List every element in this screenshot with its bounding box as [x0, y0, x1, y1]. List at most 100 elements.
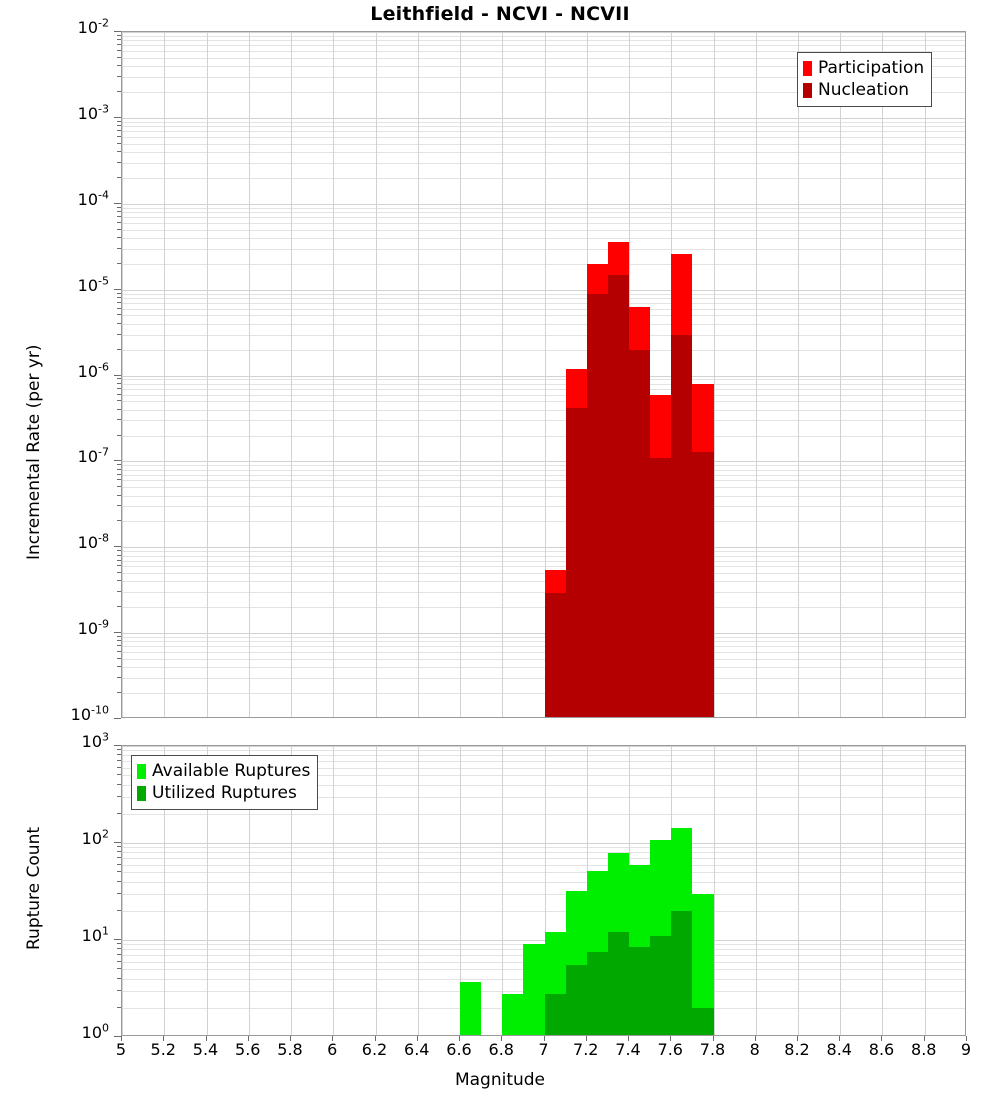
- gridline-horizontal: [122, 204, 965, 205]
- legend-item-available-ruptures[interactable]: Available Ruptures: [137, 760, 310, 782]
- gridline-horizontal: [122, 573, 965, 574]
- y-tick-major: [114, 203, 121, 204]
- x-tick: [163, 1036, 164, 1041]
- y-tick-minor: [117, 658, 121, 659]
- x-tick: [417, 1036, 418, 1041]
- y-tick-major: [114, 745, 121, 746]
- gridline-horizontal: [122, 847, 965, 848]
- gridline-horizontal: [122, 290, 965, 291]
- bar-utilized-ruptures: [565, 965, 587, 1035]
- y-tick-label: 10-5: [77, 274, 109, 295]
- gridline-horizontal: [122, 547, 965, 548]
- y-tick-minor: [117, 419, 121, 420]
- y-tick-minor: [117, 263, 121, 264]
- legend-label-available-ruptures: Available Ruptures: [152, 760, 311, 781]
- gridline-horizontal: [122, 797, 965, 798]
- gridline-horizontal: [122, 118, 965, 119]
- x-tick: [924, 1036, 925, 1041]
- x-tick-label: 5: [115, 1040, 127, 1059]
- gridline-horizontal: [122, 750, 965, 751]
- y-tick-minor: [117, 910, 121, 911]
- y-tick-minor: [117, 640, 121, 641]
- gridline-horizontal: [122, 858, 965, 859]
- gridline-horizontal: [122, 911, 965, 912]
- gridline-horizontal: [122, 315, 965, 316]
- y-tick-minor: [117, 151, 121, 152]
- y-tick-major: [114, 632, 121, 633]
- y-tick-minor: [117, 749, 121, 750]
- gridline-horizontal: [122, 746, 965, 747]
- y-tick-minor: [117, 400, 121, 401]
- bar-nucleation: [565, 407, 587, 717]
- y-tick-minor: [117, 143, 121, 144]
- bar-nucleation: [671, 334, 693, 717]
- gridline-horizontal: [122, 401, 965, 402]
- gridline-horizontal: [122, 395, 965, 396]
- gridline-vertical: [418, 32, 419, 717]
- y-tick-minor: [117, 754, 121, 755]
- y-tick-minor: [117, 954, 121, 955]
- gridline-horizontal: [122, 238, 965, 239]
- x-tick-label: 7.8: [699, 1040, 726, 1059]
- gridline-horizontal: [122, 420, 965, 421]
- x-tick-label: 5.8: [277, 1040, 303, 1059]
- gridline-horizontal: [122, 592, 965, 593]
- x-tick: [628, 1036, 629, 1041]
- x-tick: [755, 1036, 756, 1041]
- gridline-horizontal: [122, 843, 965, 844]
- bar-available-ruptures: [692, 893, 714, 1035]
- gridline-horizontal: [122, 77, 965, 78]
- y-tick-minor: [117, 846, 121, 847]
- y-tick-label: 10-8: [77, 531, 109, 553]
- gridline-horizontal: [122, 678, 965, 679]
- x-tick-label: 6.6: [446, 1040, 472, 1059]
- legend-item-nucleation[interactable]: Nucleation: [803, 79, 924, 101]
- y-tick-minor: [117, 237, 121, 238]
- gridline-horizontal: [122, 633, 965, 634]
- gridline-vertical: [164, 746, 165, 1035]
- y-tick-minor: [117, 796, 121, 797]
- y-tick-minor: [117, 39, 121, 40]
- gridline-vertical: [291, 746, 292, 1035]
- y-tick-minor: [117, 479, 121, 480]
- x-tick: [332, 1036, 333, 1041]
- x-tick-label: 7.6: [657, 1040, 683, 1059]
- gridline-horizontal: [122, 223, 965, 224]
- y-tick-minor: [117, 645, 121, 646]
- legend-item-utilized-ruptures[interactable]: Utilized Ruptures: [137, 782, 310, 804]
- y-tick-minor: [117, 943, 121, 944]
- gridline-horizontal: [122, 659, 965, 660]
- y-tick-minor: [117, 474, 121, 475]
- y-tick-major: [114, 939, 121, 940]
- y-tick-label: 10-7: [77, 446, 109, 467]
- gridline-horizontal: [122, 36, 965, 37]
- gridline-vertical: [122, 746, 123, 1035]
- x-tick: [290, 1036, 291, 1041]
- x-tick: [881, 1036, 882, 1041]
- gridline-horizontal: [122, 646, 965, 647]
- legend-label-nucleation: Nucleation: [818, 79, 910, 100]
- gridline-horizontal: [122, 814, 965, 815]
- gridline-horizontal: [122, 852, 965, 853]
- x-tick-label: 5.2: [150, 1040, 176, 1059]
- legend-incremental-rate: Participation Nucleation: [797, 52, 933, 107]
- y-tick-major: [114, 460, 121, 461]
- gridline-horizontal: [122, 178, 965, 179]
- y-axis-title-top: Incremental Rate (per yr): [24, 344, 44, 560]
- gridline-horizontal: [122, 379, 965, 380]
- y-tick-minor: [117, 857, 121, 858]
- y-tick-label: 100: [81, 1021, 109, 1042]
- gridline-horizontal: [122, 487, 965, 488]
- gridline-horizontal: [122, 652, 965, 653]
- gridline-vertical: [756, 746, 757, 1035]
- y-tick-minor: [117, 560, 121, 561]
- gridline-horizontal: [122, 410, 965, 411]
- gridline-vertical: [460, 32, 461, 717]
- gridline-vertical: [840, 32, 841, 717]
- y-tick-major: [114, 1036, 121, 1037]
- x-tick-label: 6.8: [488, 1040, 514, 1059]
- legend-item-participation[interactable]: Participation: [803, 57, 924, 79]
- gridline-horizontal: [122, 496, 965, 497]
- gridline-horizontal: [122, 475, 965, 476]
- y-tick-minor: [117, 677, 121, 678]
